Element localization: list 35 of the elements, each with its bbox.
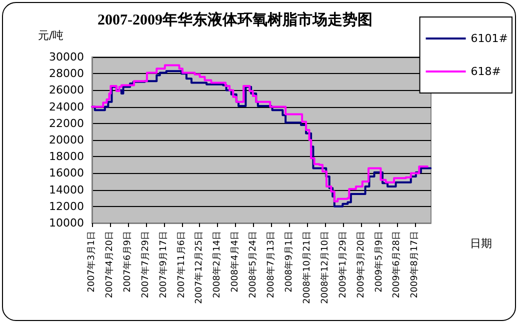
- x-axis-title: 日期: [470, 237, 492, 250]
- y-tick-label: 22000: [49, 116, 84, 130]
- x-tick-label: 2009年6月28日: [391, 231, 402, 298]
- y-tick-label: 26000: [49, 84, 84, 97]
- x-tick-label: 2007年3月1日: [86, 231, 97, 292]
- y-tick-label: 20000: [49, 134, 84, 146]
- legend-label: 618#: [470, 65, 502, 78]
- x-tick-label: 2008年7月13日: [266, 231, 277, 298]
- y-axis-title: 元/吨: [38, 29, 64, 42]
- y-tick-label: 28000: [49, 67, 84, 80]
- x-tick-label: 2008年4月4日: [230, 231, 241, 292]
- x-tick-label: 2007年11月6日: [176, 231, 187, 298]
- y-tick-label: 14000: [49, 183, 84, 196]
- y-tick-label: 12000: [49, 200, 84, 213]
- x-tick-label: 2009年3月20日: [355, 231, 366, 298]
- x-tick-label: 2007年12月25日: [193, 231, 204, 304]
- x-tick-label: 2009年1月29日: [337, 231, 348, 298]
- y-tick-label: 16000: [49, 166, 84, 180]
- legend-label: 6101#: [470, 32, 508, 45]
- x-tick-label: 2008年5月24日: [248, 231, 259, 298]
- y-tick-label: 30000: [49, 50, 84, 64]
- y-tick-label: 18000: [49, 150, 84, 164]
- x-tick-label: 2009年8月17日: [409, 231, 420, 298]
- y-tick-label: 24000: [49, 100, 84, 114]
- y-tick-label: 10000: [49, 216, 84, 230]
- x-tick-label: 2009年5月9日: [373, 231, 384, 292]
- x-tick-label: 2007年4月20日: [104, 231, 115, 298]
- x-tick-label: 2007年6月9日: [122, 231, 133, 292]
- chart-title: 2007-2009年华东液体环氧树脂市场走势图: [98, 10, 372, 28]
- x-tick-label: 2008年10月21日: [301, 231, 312, 304]
- x-tick-label: 2008年2月14日: [212, 231, 223, 298]
- x-tick-label: 2007年7月29日: [140, 231, 151, 298]
- x-tick-label: 2007年9月17日: [158, 231, 169, 298]
- x-tick-label: 2008年9月1日: [284, 231, 295, 292]
- x-tick-label: 2008年12月10日: [319, 231, 330, 304]
